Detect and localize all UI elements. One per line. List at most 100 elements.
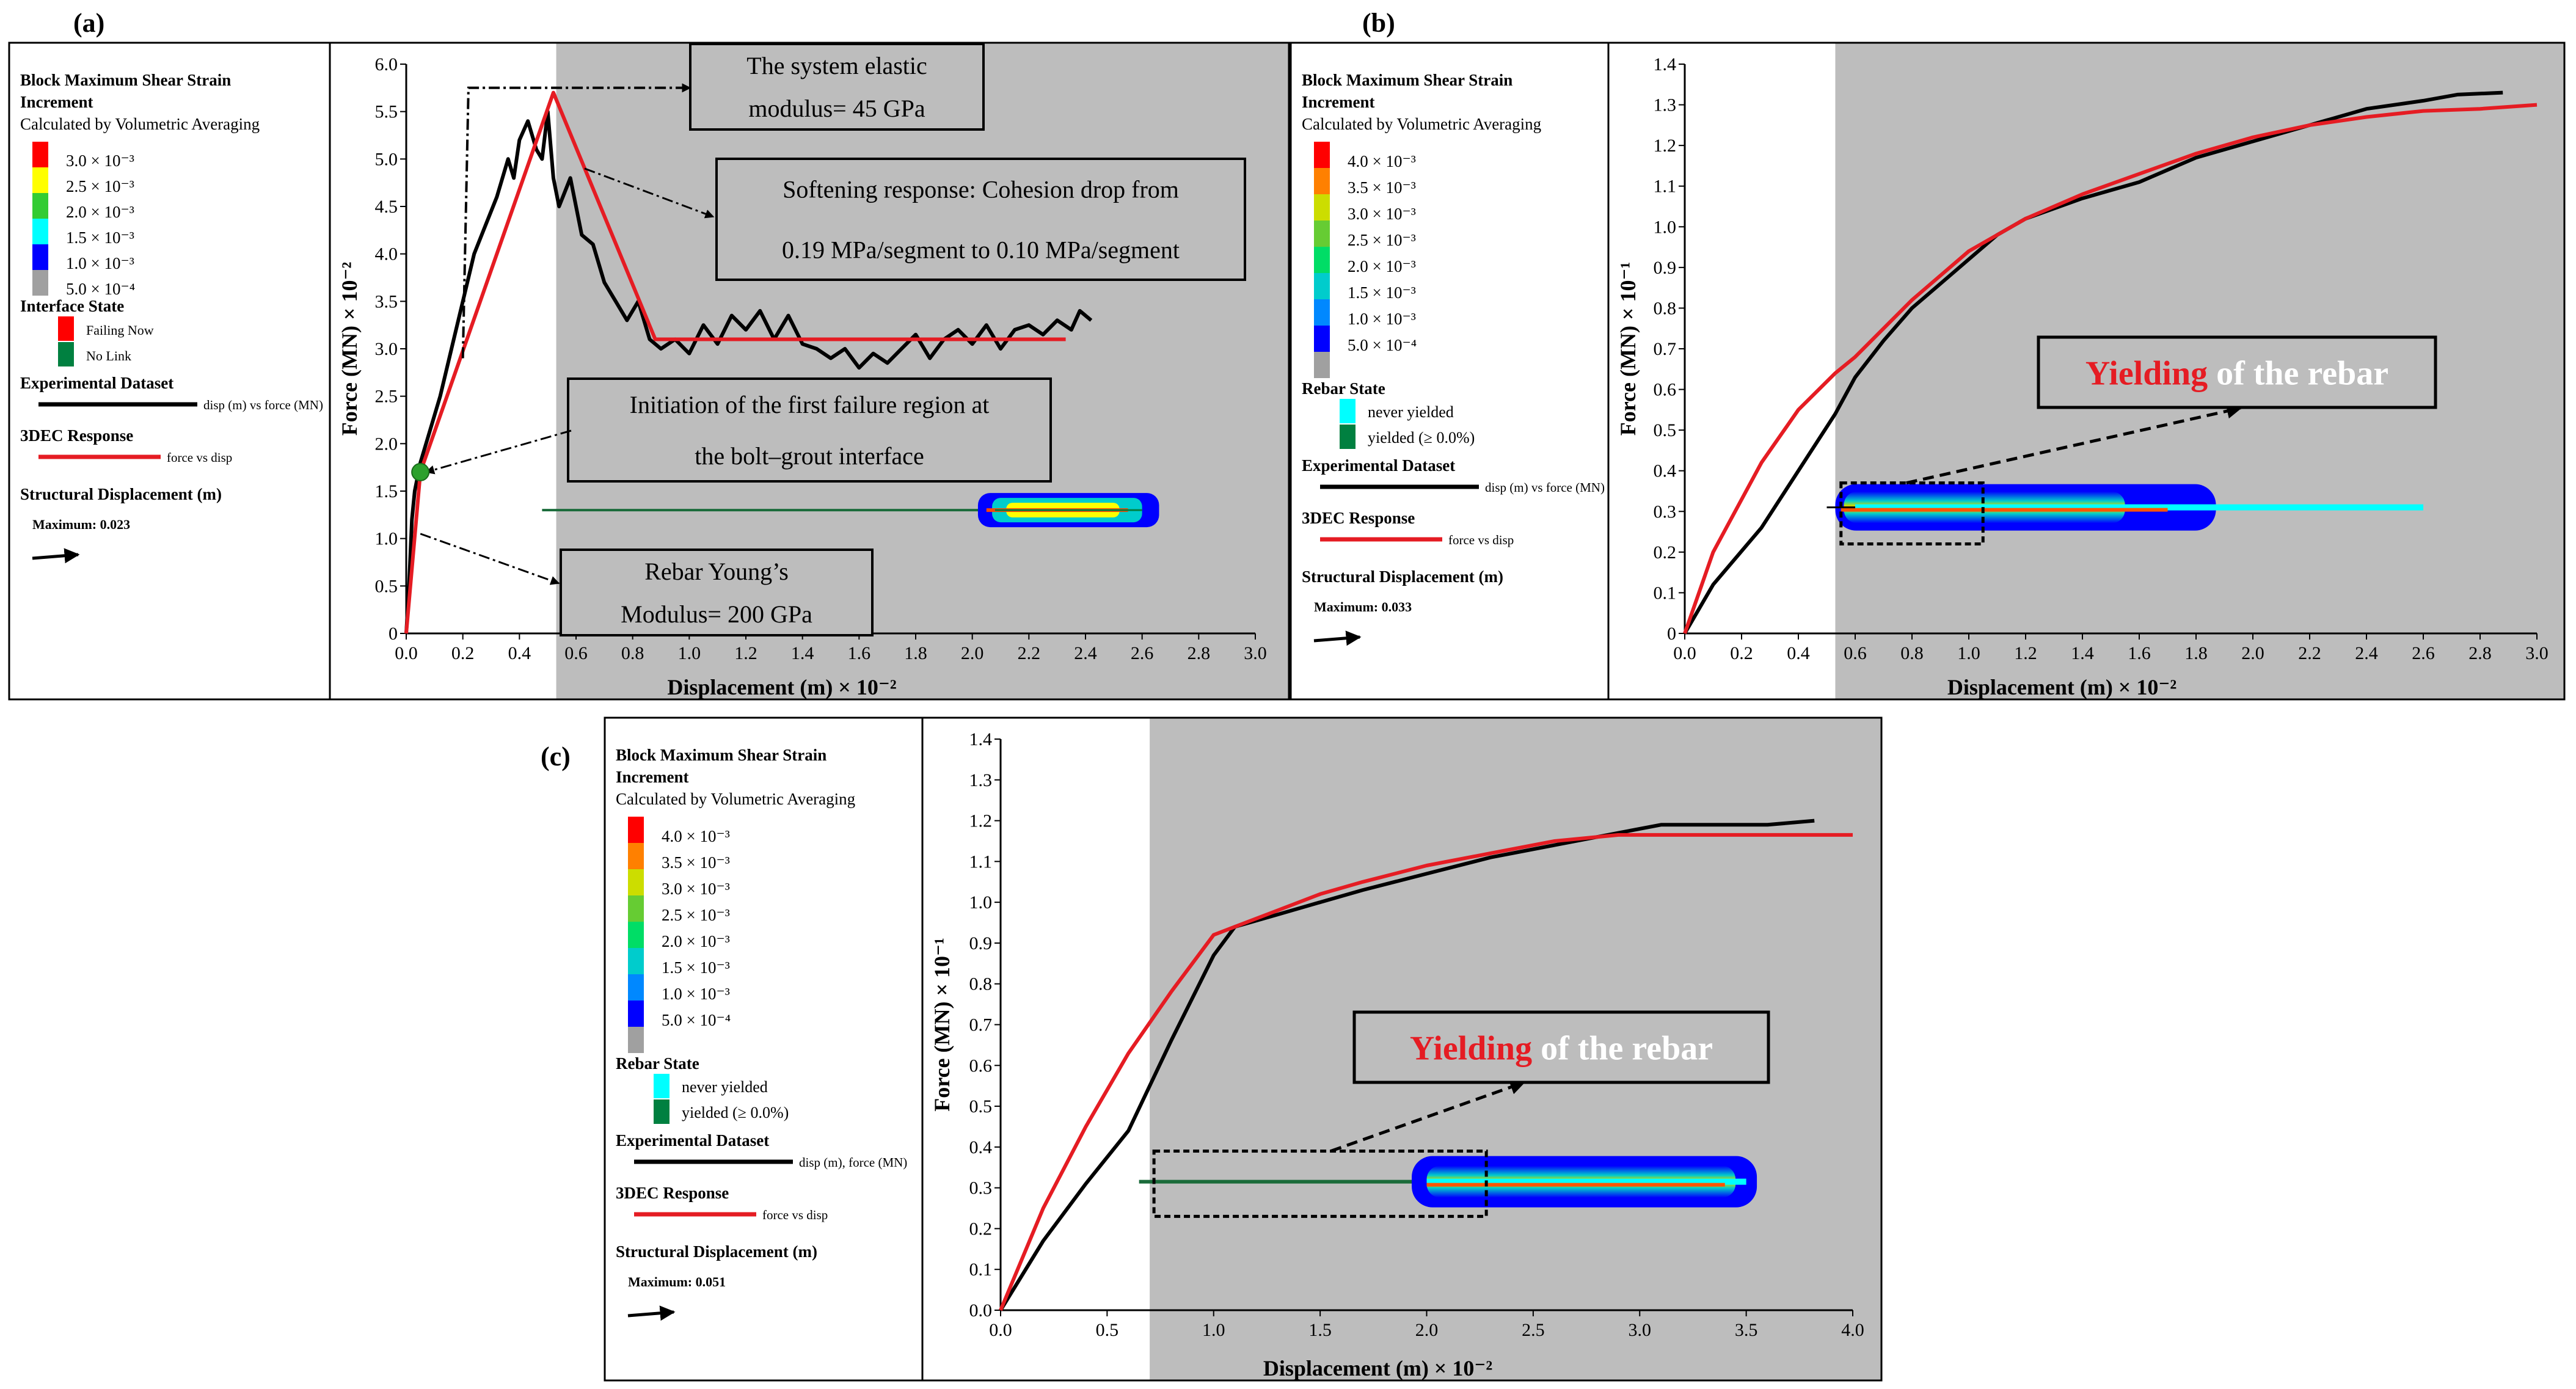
y-tick-label: 2.5	[375, 387, 398, 407]
legend-frame	[1290, 42, 1610, 701]
legend-swatch	[1314, 352, 1330, 378]
legend-swatch	[628, 922, 644, 948]
legend-scale-label: 1.5 × 10⁻³	[1348, 283, 1416, 302]
legend-disp-max: Maximum: 0.023	[32, 517, 130, 532]
legend-swatch	[628, 869, 644, 895]
x-tick-label: 2.6	[2412, 643, 2435, 663]
legend-title: Block Maximum Shear Strain	[20, 71, 231, 89]
x-tick-label: 2.4	[2355, 643, 2378, 663]
x-tick-label: 1.2	[734, 643, 757, 663]
legend-swatch	[628, 1027, 644, 1053]
y-tick-label: 0	[1667, 624, 1676, 644]
legend-swatch	[1314, 168, 1330, 194]
legend-state-label: never yielded	[682, 1078, 768, 1096]
callout-box	[567, 377, 1052, 483]
callout-text: Modulus= 200 GPa	[621, 600, 812, 628]
x-tick-label: 0.6	[564, 643, 588, 663]
x-tick-label: 1.4	[2071, 643, 2094, 663]
y-tick-label: 4.5	[375, 197, 398, 217]
legend-swatch	[628, 974, 644, 1001]
legend-exp-title: Experimental Dataset	[616, 1131, 769, 1150]
x-tick-label: 0.2	[1730, 643, 1753, 663]
legend-scale-label: 4.0 × 10⁻³	[662, 827, 730, 845]
legend-disp-arrow	[627, 1305, 676, 1321]
y-tick-label: 5.0	[375, 149, 398, 169]
legend-swatch	[32, 142, 48, 167]
series-line-experimental	[999, 818, 1815, 1311]
legend-b: Block Maximum Shear Strain Increment Calcu…	[1290, 42, 1610, 701]
legend-swatch	[1314, 247, 1330, 273]
series-line-model	[1683, 103, 2538, 634]
legend-swatch	[32, 270, 48, 296]
legend-scale-label: 1.5 × 10⁻³	[662, 958, 730, 977]
legend-scale-label: 5.0 × 10⁻⁴	[662, 1011, 731, 1029]
callout-leader	[461, 86, 684, 359]
x-tick-label: 0.8	[1900, 643, 1924, 663]
legend-exp-title: Experimental Dataset	[20, 374, 173, 392]
y-tick-label: 1.0	[1654, 217, 1677, 237]
callout-arrow	[584, 167, 715, 219]
legend-title: Block Maximum Shear Strain	[1302, 71, 1512, 89]
legend-swatch	[628, 817, 644, 843]
series-line-model	[999, 833, 1853, 1311]
legend-disp-max: Maximum: 0.051	[628, 1274, 726, 1289]
legend-model-label: force vs disp	[762, 1208, 828, 1222]
legend-a: Block Maximum Shear Strain Increment Calcu…	[8, 42, 331, 701]
x-tick-label: 1.0	[1202, 1320, 1225, 1340]
legend-disp-title: Structural Displacement (m)	[616, 1242, 817, 1261]
callout-text: Initiation of the first failure region a…	[630, 391, 990, 418]
x-tick-label: 0.5	[1096, 1320, 1119, 1340]
legend-state-label: Failing Now	[86, 323, 154, 338]
legend-disp-title: Structural Displacement (m)	[1302, 567, 1503, 586]
x-tick-label: 0.0	[989, 1320, 1012, 1340]
x-tick-label: 1.6	[2128, 643, 2151, 663]
legend-state-swatch	[1340, 399, 1356, 423]
y-tick-label: 0	[389, 624, 398, 644]
legend-frame	[8, 42, 331, 701]
x-tick-label: 3.5	[1735, 1320, 1758, 1340]
legend-state-title: Interface State	[20, 297, 124, 315]
legend-state-swatch	[58, 342, 74, 366]
legend-scale-label: 1.0 × 10⁻³	[662, 985, 730, 1003]
legend-scale-label: 4.0 × 10⁻³	[1348, 152, 1416, 170]
legend-subtitle: Calculated by Volumetric Averaging	[20, 115, 260, 133]
y-tick-label: 0.7	[969, 1015, 993, 1035]
callout-text-white: of the rebar	[2208, 355, 2388, 393]
legend-swatch	[628, 1001, 644, 1027]
x-tick-label: 2.8	[1188, 643, 1211, 663]
legend-title: Increment	[616, 768, 688, 786]
y-tick-label: 1.0	[375, 529, 398, 549]
callout-arrow	[1906, 403, 2242, 485]
legend-scale-label: 3.0 × 10⁻³	[1348, 205, 1416, 223]
chart-a: 0.0 0.2 0.4 0.6 0.8 1.0 1.2 1.4 1.6 1.8 2.0 2.2 2.4 2…	[329, 42, 1290, 701]
y-tick-label: 1.1	[1654, 177, 1677, 197]
panel-label-b: (b)	[1362, 8, 1395, 38]
x-tick-label: 0.4	[1787, 643, 1810, 663]
panel-label-a: (a)	[73, 8, 104, 38]
y-tick-label: 0.6	[969, 1055, 993, 1076]
legend-swatch	[1314, 326, 1330, 352]
legend-c: Block Maximum Shear Strain Increment Calcu…	[604, 716, 924, 1382]
y-tick-label: 3.5	[375, 291, 398, 312]
y-tick-label: 1.3	[969, 770, 993, 790]
legend-scale-label: 1.0 × 10⁻³	[1348, 310, 1416, 328]
callout-text: Softening response: Cohesion drop from	[783, 176, 1179, 203]
y-tick-label: 6.0	[375, 54, 398, 75]
callout-text: Yielding of the rebar	[2085, 355, 2388, 393]
y-tick-label: 0.3	[969, 1178, 993, 1198]
y-tick-label: 0.2	[1654, 542, 1677, 563]
x-tick-label: 2.8	[2468, 643, 2492, 663]
failure-point	[411, 462, 430, 481]
y-tick-label: 2.0	[375, 434, 398, 454]
legend-swatch	[628, 895, 644, 922]
x-tick-label: 1.8	[904, 643, 927, 663]
callout-text-red: Yielding	[1410, 1030, 1532, 1068]
legend-swatch	[32, 193, 48, 219]
y-tick-label: 0.2	[969, 1219, 993, 1239]
legend-scale-label: 1.0 × 10⁻³	[66, 254, 134, 272]
y-tick-label: 0.9	[969, 933, 993, 953]
y-tick-label: 3.0	[375, 339, 398, 359]
callout-text: Yielding of the rebar	[1410, 1030, 1713, 1068]
legend-model-label: force vs disp	[167, 450, 232, 465]
y-tick-label: 0.5	[1654, 420, 1677, 440]
